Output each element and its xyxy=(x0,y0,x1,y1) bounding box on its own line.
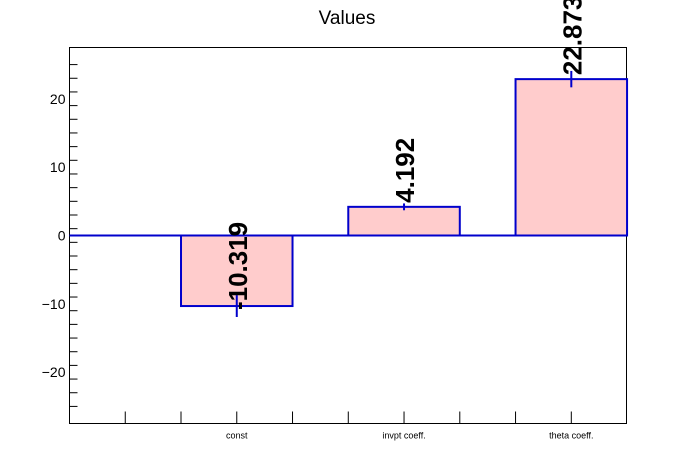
y-tick-label: 0 xyxy=(58,228,66,244)
x-tick-label: theta coeff. xyxy=(549,431,593,441)
x-axis: const invpt coeff. theta coeff. xyxy=(124,411,593,441)
chart-title: Values xyxy=(319,8,376,29)
y-tick-label: 20 xyxy=(50,91,66,107)
value-label: 4.192 xyxy=(390,138,420,203)
x-tick-label: const xyxy=(226,431,248,441)
x-tick-label: invpt coeff. xyxy=(382,431,425,441)
y-tick-label: −10 xyxy=(42,296,66,312)
value-label: -10.319 xyxy=(223,222,253,310)
y-axis: −20 −10 0 10 20 xyxy=(42,64,78,407)
value-labels-group: -10.319 4.192 22.873 xyxy=(223,0,588,310)
bar xyxy=(180,234,294,308)
bars-group xyxy=(180,78,629,308)
bar xyxy=(514,78,629,237)
bar xyxy=(347,205,461,237)
y-tick-label: −20 xyxy=(42,364,66,380)
error-bars-group xyxy=(235,70,573,317)
y-tick-label: 10 xyxy=(50,159,66,175)
value-label: 22.873 xyxy=(557,0,587,75)
